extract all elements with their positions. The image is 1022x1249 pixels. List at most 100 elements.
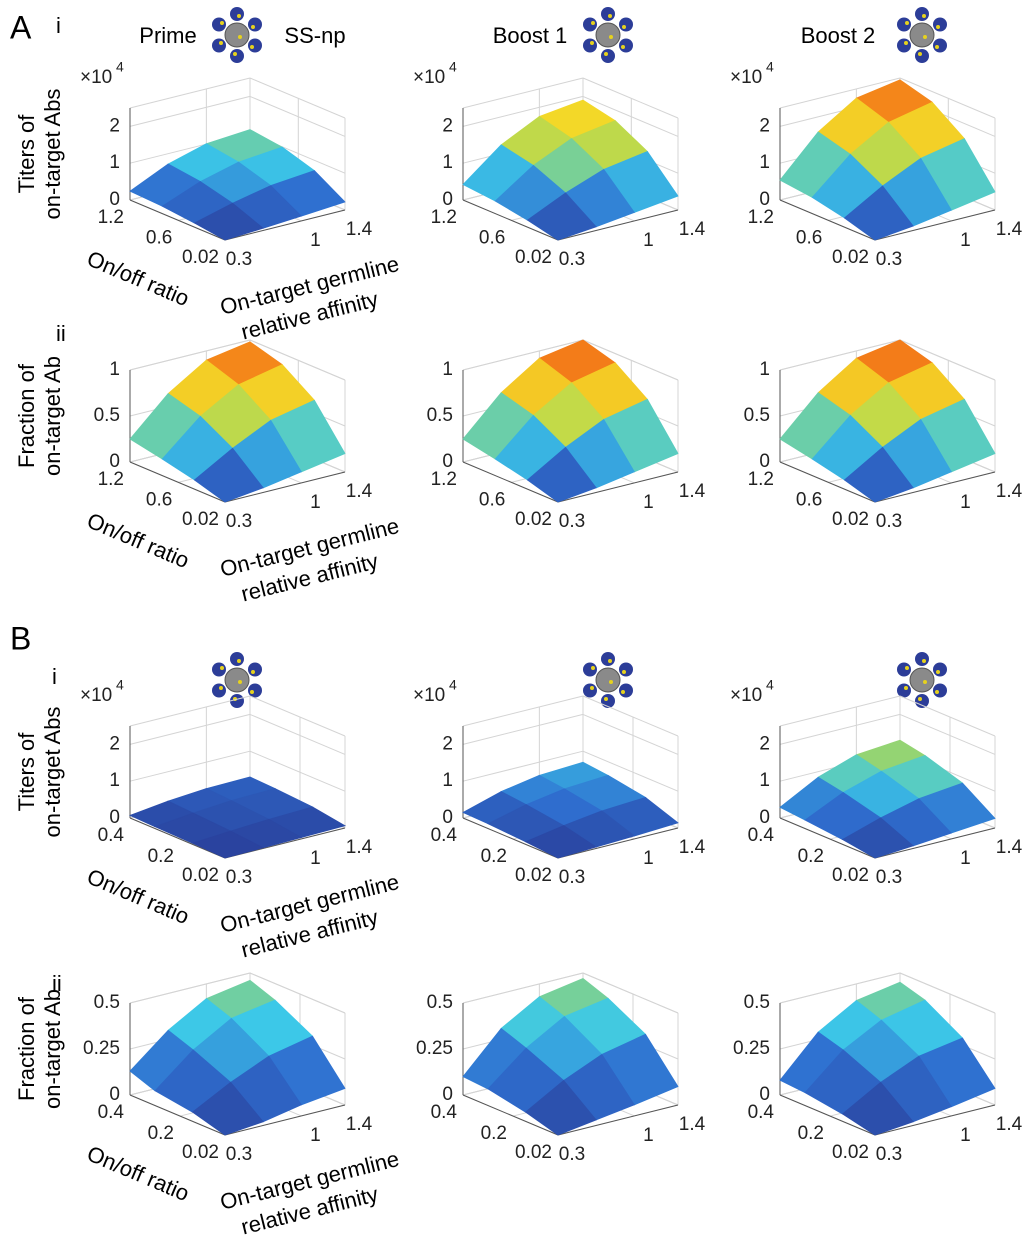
y-tick-label: 0.02 [832,865,869,886]
z-tick-label: 2 [759,115,770,136]
x-axis [874,471,996,503]
x-tick-label: 1.4 [679,1114,706,1135]
grid-line [249,750,346,792]
surface-patch [524,1079,597,1136]
y-tick-label: 0.6 [146,489,172,510]
surface-patch [526,446,597,503]
z-tick-label: 2 [109,115,120,136]
x-tick-label: 1 [310,848,321,869]
y-tick-label: 0.02 [515,865,552,886]
y-tick-label: 1.2 [748,207,774,228]
surface-patch [843,185,914,241]
y-tick-label: 0.6 [796,227,822,248]
x-axis [557,827,679,859]
grid-line [582,972,679,1014]
surface-patch [841,817,914,859]
z-tick-label: 0.5 [94,992,120,1013]
x-axis [557,209,679,241]
z-tick-label: 1 [759,359,770,380]
x-tick-label: 0.3 [559,249,585,270]
z-axis-label: Titers of [14,732,39,812]
z-axis-label: on-target Abs [40,89,65,220]
x-axis [224,471,346,503]
y-tick-label: 0.02 [832,1142,869,1163]
x-tick-label: 1.4 [679,837,706,858]
grid-line [249,339,346,381]
x-tick-label: 1 [643,230,654,251]
panel-label: B [10,620,31,656]
x-tick-label: 1 [960,1125,971,1146]
grid-line [129,95,251,127]
y-axis [129,1094,226,1136]
z-tick-label: 0 [759,451,770,472]
grid-line [462,713,584,745]
x-tick-label: 1.4 [346,219,373,240]
x-tick-label: 1 [310,1125,321,1146]
box-edge [899,695,996,737]
y-tick-label: 0.4 [98,825,125,846]
y-tick-label: 0.02 [832,509,869,530]
surface-patch [191,1081,264,1136]
grid-line [779,713,901,745]
x-tick-label: 1 [960,230,971,251]
y-tick-label: 0.02 [515,247,552,268]
z-scale-exponent: 4 [766,59,774,75]
x-axis [224,209,346,241]
z-axis-label: Fraction of [14,363,39,468]
z-tick-label: 1 [442,359,453,380]
z-tick-label: 0 [442,1084,453,1105]
z-tick-label: 1 [109,770,120,791]
z-scale-exponent: 4 [116,59,124,75]
box-edge [779,695,901,727]
z-axis-label: on-target Ab [40,989,65,1109]
z-tick-label: 1 [759,152,770,173]
grid-line [249,713,346,755]
z-scale-label: ×10 [730,67,762,88]
x-axis [224,1104,346,1136]
y-tick-label: 0.02 [182,247,219,268]
y-tick-label: 0.2 [798,846,824,867]
grid-line [582,339,679,381]
x-tick-label: 1.4 [996,1114,1022,1135]
box-edge [129,695,251,727]
z-axis-label: on-target Abs [40,707,65,838]
x-tick-label: 0.3 [226,867,252,888]
surface-patch [843,446,914,503]
z-tick-label: 1 [759,770,770,791]
grid-line [779,972,901,1004]
y-tick-label: 0.6 [479,489,505,510]
box-edge [249,77,346,119]
z-scale-label: ×10 [80,67,112,88]
x-tick-label: 1 [643,1125,654,1146]
column-title: SS-np [284,23,345,48]
y-axis [129,199,226,241]
grid-line [582,95,679,137]
x-tick-label: 1 [960,492,971,513]
surface-patch [524,825,598,859]
z-tick-label: 0 [759,189,770,210]
x-tick-label: 0.3 [559,867,585,888]
z-tick-label: 0 [759,807,770,828]
z-scale-label: ×10 [80,685,112,706]
row-label: i [52,664,57,689]
x-tick-label: 0.3 [226,249,252,270]
y-axis [779,461,876,503]
y-axis [462,817,559,859]
y-axis-label: On/off ratio [83,508,193,573]
y-tick-label: 1.2 [431,207,457,228]
z-tick-label: 0 [109,451,120,472]
grid-line [582,750,679,792]
y-axis [462,1094,559,1136]
y-tick-label: 0.2 [481,846,507,867]
grid-line [462,972,584,1004]
y-tick-label: 0.02 [832,247,869,268]
y-tick-label: 0.02 [182,865,219,886]
z-tick-label: 0 [442,189,453,210]
grid-line [582,713,679,755]
y-tick-label: 0.2 [481,1123,507,1144]
x-tick-label: 1 [643,492,654,513]
x-tick-label: 1 [310,230,321,251]
x-tick-label: 0.3 [876,1144,902,1165]
y-tick-label: 0.4 [431,1102,458,1123]
